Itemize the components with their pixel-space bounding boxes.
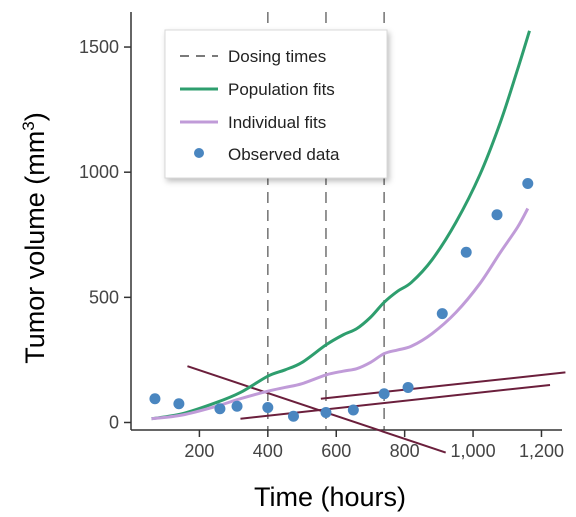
legend-observed-swatch [194,148,204,158]
observed-data-point [149,393,161,405]
legend-individual-label: Individual fits [228,113,326,132]
observed-data-point [287,410,299,422]
legend: Dosing times Population fits Individual … [164,29,388,179]
y-tick-label: 500 [89,287,119,307]
y-axis-title-main: Tumor volume (mm [20,131,50,364]
legend-dosing-label: Dosing times [228,47,326,66]
population-fits-line [151,30,531,421]
x-tick-label: 1,000 [451,441,496,461]
annotation-lines [187,365,566,454]
legend-observed-label: Observed data [228,145,340,164]
y-axis-title: Tumor volume (mm3) [19,112,50,364]
observed-data-point [491,209,503,221]
observed-data-point [214,403,226,415]
observed-data-point [402,381,414,393]
observed-data-point [173,398,185,410]
annotation-line [187,365,447,454]
y-tick-label: 1500 [79,37,119,57]
observed-points [149,177,534,422]
observed-data-point [347,404,359,416]
individual-fits-line [151,207,530,421]
x-axis-title: Time (hours) [254,482,406,512]
x-tick-label: 1,200 [519,441,564,461]
y-axis-title-sup: 3 [19,121,38,130]
y-tick-label: 0 [109,412,119,432]
observed-data-point [436,308,448,320]
observed-data-point [522,177,534,189]
x-tick-label: 600 [321,441,351,461]
y-tick-label: 1000 [79,162,119,182]
x-tick-label: 800 [390,441,420,461]
x-tick-label: 200 [184,441,214,461]
annotation-line [320,371,566,400]
axes: 0 500 1000 1500 200 400 600 800 1,000 1,200 [79,12,564,461]
dosing-lines [267,12,385,430]
observed-data-point [231,400,243,412]
observed-data-point [378,388,390,400]
observed-data-point [320,406,332,418]
y-axis-title-close: ) [20,112,50,121]
observed-data-point [262,401,274,413]
legend-population-label: Population fits [228,80,335,99]
observed-data-point [460,246,472,258]
x-tick-label: 400 [253,441,283,461]
series-lines [151,30,531,421]
